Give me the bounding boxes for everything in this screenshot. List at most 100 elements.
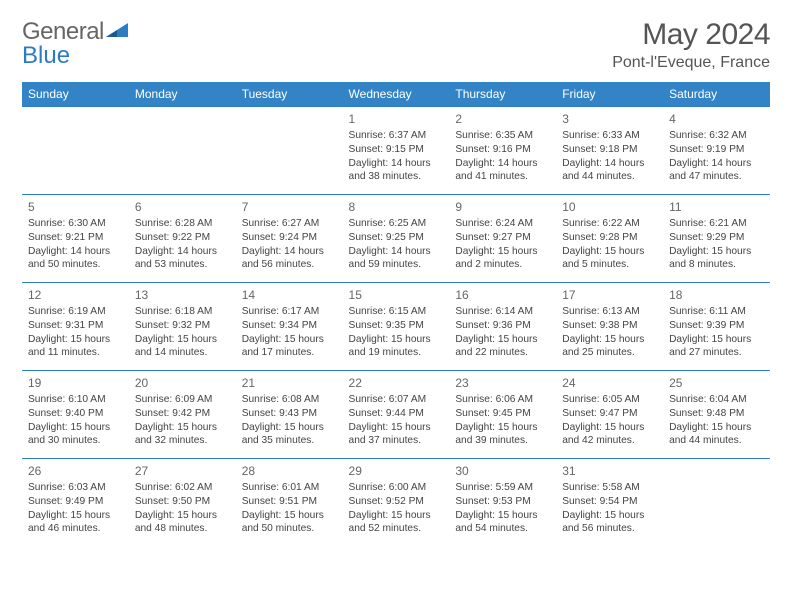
day-info: Sunrise: 6:27 AMSunset: 9:24 PMDaylight:… [242,217,337,272]
day-cell: 20 Sunrise: 6:09 AMSunset: 9:42 PMDayligh… [129,371,236,459]
weekday-header: Friday [556,82,663,107]
title-block: May 2024 Pont-l'Eveque, France [612,18,770,72]
day-number: 18 [669,287,764,303]
day-number: 15 [349,287,444,303]
day-info: Sunrise: 6:35 AMSunset: 9:16 PMDaylight:… [455,129,550,184]
day-number: 2 [455,111,550,127]
day-cell: 10Sunrise: 6:22 AMSunset: 9:28 PMDayligh… [556,195,663,283]
brand-text-2: Blue [22,42,70,70]
day-info: Sunrise: 6:06 AMSunset: 9:45 PMDaylight:… [455,393,550,448]
day-cell: 8 Sunrise: 6:25 AMSunset: 9:25 PMDaylight… [343,195,450,283]
day-info: Sunrise: 6:22 AMSunset: 9:28 PMDaylight:… [562,217,657,272]
day-cell: 13 Sunrise: 6:18 AMSunset: 9:32 PMDayligh… [129,283,236,371]
day-cell: 3 Sunrise: 6:33 AMSunset: 9:18 PMDaylight… [556,107,663,195]
day-info: Sunrise: 6:19 AMSunset: 9:31 PMDaylight:… [28,305,123,360]
day-number: 3 [562,111,657,127]
day-cell: 31 Sunrise: 5:58 AMSunset: 9:54 PMDayligh… [556,459,663,547]
day-number: 9 [455,199,550,215]
day-number: 29 [349,463,444,479]
day-info: Sunrise: 6:11 AMSunset: 9:39 PMDaylight:… [669,305,764,360]
day-cell: 6 Sunrise: 6:28 AMSunset: 9:22 PMDaylight… [129,195,236,283]
day-cell: 17Sunrise: 6:13 AMSunset: 9:38 PMDayligh… [556,283,663,371]
day-info: Sunrise: 6:07 AMSunset: 9:44 PMDaylight:… [349,393,444,448]
day-number: 22 [349,375,444,391]
calendar-header-row: SundayMondayTuesdayWednesdayThursdayFrid… [22,82,770,107]
day-number: 23 [455,375,550,391]
day-info: Sunrise: 6:03 AMSunset: 9:49 PMDaylight:… [28,481,123,536]
empty-cell [22,107,129,195]
day-cell: 21Sunrise: 6:08 AMSunset: 9:43 PMDayligh… [236,371,343,459]
day-cell: 30 Sunrise: 5:59 AMSunset: 9:53 PMDayligh… [449,459,556,547]
day-info: Sunrise: 6:30 AMSunset: 9:21 PMDaylight:… [28,217,123,272]
logo-triangle-icon [106,23,128,39]
day-info: Sunrise: 6:04 AMSunset: 9:48 PMDaylight:… [669,393,764,448]
day-info: Sunrise: 6:32 AMSunset: 9:19 PMDaylight:… [669,129,764,184]
day-number: 19 [28,375,123,391]
day-number: 30 [455,463,550,479]
day-cell: 18 Sunrise: 6:11 AMSunset: 9:39 PMDayligh… [663,283,770,371]
day-cell: 22 Sunrise: 6:07 AMSunset: 9:44 PMDayligh… [343,371,450,459]
day-number: 12 [28,287,123,303]
weekday-header: Tuesday [236,82,343,107]
day-info: Sunrise: 6:00 AMSunset: 9:52 PMDaylight:… [349,481,444,536]
day-number: 16 [455,287,550,303]
day-cell: 1 Sunrise: 6:37 AMSunset: 9:15 PMDaylight… [343,107,450,195]
day-info: Sunrise: 6:18 AMSunset: 9:32 PMDaylight:… [135,305,230,360]
day-cell: 23 Sunrise: 6:06 AMSunset: 9:45 PMDayligh… [449,371,556,459]
day-info: Sunrise: 6:21 AMSunset: 9:29 PMDaylight:… [669,217,764,272]
month-title: May 2024 [612,18,770,52]
day-info: Sunrise: 6:10 AMSunset: 9:40 PMDaylight:… [28,393,123,448]
day-number: 6 [135,199,230,215]
day-info: Sunrise: 5:59 AMSunset: 9:53 PMDaylight:… [455,481,550,536]
day-info: Sunrise: 6:09 AMSunset: 9:42 PMDaylight:… [135,393,230,448]
day-number: 13 [135,287,230,303]
empty-cell [663,459,770,547]
day-info: Sunrise: 6:37 AMSunset: 9:15 PMDaylight:… [349,129,444,184]
calendar-body: 1 Sunrise: 6:37 AMSunset: 9:15 PMDaylight… [22,107,770,547]
day-cell: 19 Sunrise: 6:10 AMSunset: 9:40 PMDayligh… [22,371,129,459]
day-info: Sunrise: 6:28 AMSunset: 9:22 PMDaylight:… [135,217,230,272]
day-number: 14 [242,287,337,303]
day-info: Sunrise: 6:02 AMSunset: 9:50 PMDaylight:… [135,481,230,536]
day-number: 26 [28,463,123,479]
day-number: 7 [242,199,337,215]
day-cell: 15 Sunrise: 6:15 AMSunset: 9:35 PMDayligh… [343,283,450,371]
calendar-table: SundayMondayTuesdayWednesdayThursdayFrid… [22,82,770,547]
day-info: Sunrise: 6:13 AMSunset: 9:38 PMDaylight:… [562,305,657,360]
day-cell: 2 Sunrise: 6:35 AMSunset: 9:16 PMDaylight… [449,107,556,195]
day-cell: 7 Sunrise: 6:27 AMSunset: 9:24 PMDaylight… [236,195,343,283]
day-info: Sunrise: 6:17 AMSunset: 9:34 PMDaylight:… [242,305,337,360]
day-cell: 29 Sunrise: 6:00 AMSunset: 9:52 PMDayligh… [343,459,450,547]
day-info: Sunrise: 6:01 AMSunset: 9:51 PMDaylight:… [242,481,337,536]
day-number: 28 [242,463,337,479]
day-cell: 25Sunrise: 6:04 AMSunset: 9:48 PMDayligh… [663,371,770,459]
weekday-header: Sunday [22,82,129,107]
day-number: 21 [242,375,337,391]
weekday-header: Thursday [449,82,556,107]
day-number: 4 [669,111,764,127]
day-cell: 26 Sunrise: 6:03 AMSunset: 9:49 PMDayligh… [22,459,129,547]
day-number: 31 [562,463,657,479]
day-number: 20 [135,375,230,391]
day-cell: 11 Sunrise: 6:21 AMSunset: 9:29 PMDayligh… [663,195,770,283]
day-cell: 12 Sunrise: 6:19 AMSunset: 9:31 PMDayligh… [22,283,129,371]
weekday-header: Monday [129,82,236,107]
day-info: Sunrise: 5:58 AMSunset: 9:54 PMDaylight:… [562,481,657,536]
day-number: 1 [349,111,444,127]
header: General May 2024 Pont-l'Eveque, France [22,18,770,72]
weekday-header: Wednesday [343,82,450,107]
day-cell: 28 Sunrise: 6:01 AMSunset: 9:51 PMDayligh… [236,459,343,547]
day-info: Sunrise: 6:05 AMSunset: 9:47 PMDaylight:… [562,393,657,448]
day-number: 5 [28,199,123,215]
weekday-header: Saturday [663,82,770,107]
day-cell: 27Sunrise: 6:02 AMSunset: 9:50 PMDayligh… [129,459,236,547]
day-info: Sunrise: 6:33 AMSunset: 9:18 PMDaylight:… [562,129,657,184]
day-info: Sunrise: 6:14 AMSunset: 9:36 PMDaylight:… [455,305,550,360]
day-number: 8 [349,199,444,215]
day-cell: 4 Sunrise: 6:32 AMSunset: 9:19 PMDaylight… [663,107,770,195]
day-info: Sunrise: 6:25 AMSunset: 9:25 PMDaylight:… [349,217,444,272]
location: Pont-l'Eveque, France [612,54,770,72]
empty-cell [236,107,343,195]
day-info: Sunrise: 6:15 AMSunset: 9:35 PMDaylight:… [349,305,444,360]
day-number: 11 [669,199,764,215]
